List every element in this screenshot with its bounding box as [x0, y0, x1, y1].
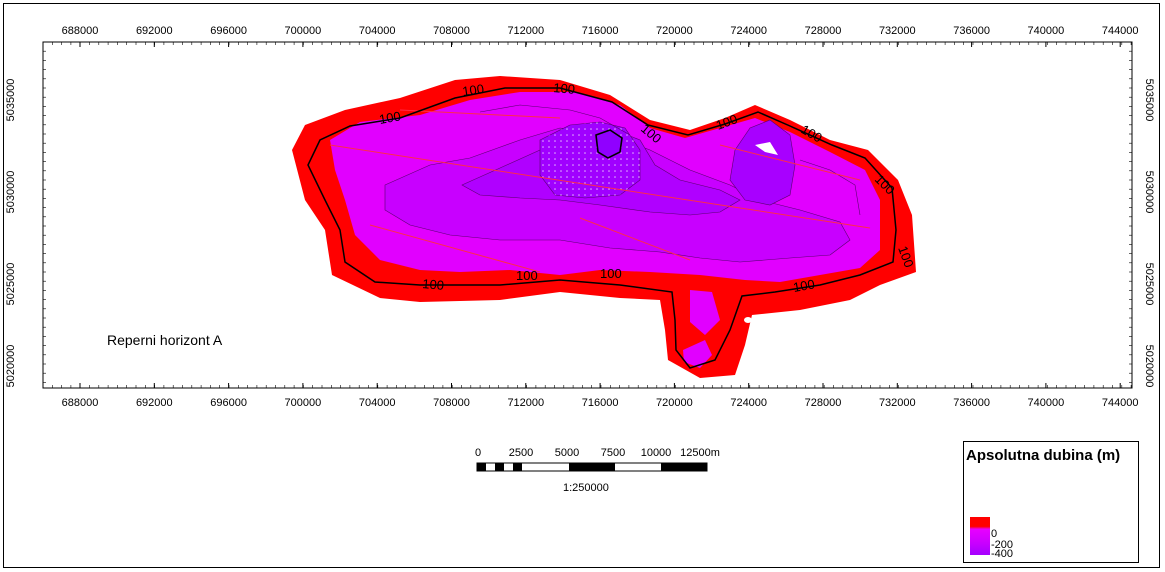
scale-ratio: 1:250000 — [563, 482, 609, 494]
scale-bar — [476, 462, 708, 472]
x-tick-label: 736000 — [953, 25, 990, 37]
contour-label-100: 100 — [792, 276, 816, 295]
x-tick-label: 712000 — [507, 25, 544, 37]
y-tick-label: 5030000 — [1143, 171, 1155, 214]
x-tick-label: 716000 — [582, 397, 619, 409]
x-tick-label: 696000 — [210, 397, 247, 409]
contour-label-100: 100 — [600, 266, 622, 281]
y-tick-label: 5025000 — [1143, 263, 1155, 306]
contour-label-100: 100 — [422, 276, 445, 293]
x-tick-label: 736000 — [953, 397, 990, 409]
x-tick-label: 740000 — [1028, 25, 1065, 37]
x-tick-label: 720000 — [656, 397, 693, 409]
white-spot — [755, 142, 778, 155]
x-tick-label: 712000 — [507, 397, 544, 409]
scale-bar-label: 2500 — [509, 447, 533, 459]
depth-zone-mid-lobe — [690, 290, 720, 335]
depth-zone-east-deep — [729, 119, 796, 206]
scale-bar-label: 10000 — [641, 447, 672, 459]
interior-contour — [479, 104, 631, 136]
x-tick-label: 692000 — [136, 397, 173, 409]
y-tick-label: 5035000 — [5, 79, 17, 122]
x-tick-label: 740000 — [1028, 397, 1065, 409]
x-tick-label: 700000 — [285, 25, 322, 37]
scale-bar-label: 0 — [475, 447, 481, 459]
x-tick-label: 704000 — [359, 25, 396, 37]
deep-closed-contour — [595, 129, 623, 159]
x-tick-label: 728000 — [805, 397, 842, 409]
x-tick-label: 732000 — [879, 397, 916, 409]
y-tick-label: 5030000 — [5, 171, 17, 214]
white-spot-small — [744, 317, 752, 323]
y-tick-label: 5020000 — [1143, 345, 1155, 388]
legend-value-1: -200 — [991, 539, 1014, 551]
contour-label-100: 100 — [378, 108, 402, 127]
x-tick-label: 708000 — [433, 25, 470, 37]
y-tick-label: 5020000 — [5, 345, 17, 388]
x-tick-label: 688000 — [62, 25, 99, 37]
legend-value-0: 0 — [991, 528, 998, 540]
x-tick-label: 744000 — [1102, 397, 1139, 409]
map-neatline — [42, 41, 1133, 389]
interior-contour — [799, 159, 861, 216]
scale-bar-label: 7500 — [601, 447, 625, 459]
legend-color-ramp — [970, 517, 990, 555]
contour-label-100: 100 — [461, 81, 485, 99]
map-frame — [3, 3, 1160, 568]
contour-label-100: 100 — [714, 111, 740, 133]
y-tick-label: 5025000 — [5, 263, 17, 306]
y-tick-label: 5035000 — [1143, 79, 1155, 122]
x-tick-label: 732000 — [879, 25, 916, 37]
x-tick-label: 724000 — [730, 397, 767, 409]
x-tick-label: 744000 — [1102, 25, 1139, 37]
contour-label-100: 100 — [553, 80, 576, 97]
x-tick-label: 720000 — [656, 25, 693, 37]
legend-title: Apsolutna dubina (m) — [966, 447, 1121, 464]
scale-bar-labels: 0 2500 5000 7500 10000 12500m — [475, 447, 720, 459]
scale-bar-label: 5000 — [555, 447, 579, 459]
contour-100 — [307, 87, 897, 369]
legend-value-2: -400 — [991, 548, 1014, 560]
x-tick-label: 724000 — [730, 25, 767, 37]
x-tick-label: 692000 — [136, 25, 173, 37]
x-tick-label: 700000 — [285, 397, 322, 409]
contour-label-100: 100 — [516, 268, 538, 283]
x-tick-label: 716000 — [582, 25, 619, 37]
x-tick-label: 704000 — [359, 397, 396, 409]
x-tick-label: 688000 — [62, 397, 99, 409]
legend-box: Apsolutna dubina (m) 0 -200 -400 — [963, 441, 1139, 563]
depth-zone-deepest-dotted-pattern — [540, 122, 640, 198]
depth-zone-mid-lobe2 — [683, 340, 712, 368]
x-tick-label: 728000 — [805, 25, 842, 37]
x-tick-label: 696000 — [210, 25, 247, 37]
scale-bar-label: 12500m — [680, 447, 720, 459]
fault-lines — [329, 109, 871, 273]
axis-ticks: 688000 688000 692000 692000 696000 696000 7000… — [5, 25, 1155, 409]
x-tick-label: 708000 — [433, 397, 470, 409]
contour-label-100: 100 — [895, 244, 917, 270]
map-title-label: Reperni horizont A — [107, 332, 223, 348]
